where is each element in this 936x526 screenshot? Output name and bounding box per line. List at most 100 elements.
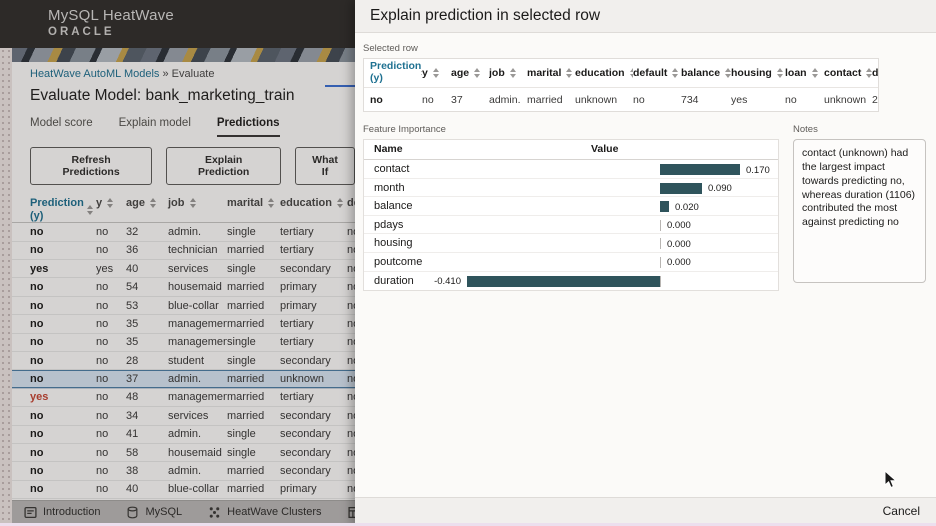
axis-tick: [660, 256, 661, 268]
oracle-logo: ORACLE: [48, 26, 115, 38]
table-row[interactable]: no no 38 admin. married secondary no: [12, 462, 355, 481]
sort-icon[interactable]: [87, 204, 93, 215]
taskbar-item-introduction[interactable]: Introduction: [24, 506, 100, 519]
table-cell: 58: [126, 446, 139, 459]
sort-icon[interactable]: [725, 68, 731, 78]
table-cell: yes: [96, 262, 114, 275]
explain-prediction-panel: Explain prediction in selected row Selec…: [355, 0, 936, 526]
taskbar-item-mysql[interactable]: MySQL: [126, 506, 182, 519]
sort-icon[interactable]: [107, 198, 114, 208]
table-cell: no: [30, 409, 44, 422]
table-cell: 40: [126, 262, 139, 275]
column-header: Prediction (y): [12, 195, 96, 222]
table-cell: no: [370, 93, 383, 106]
explain-prediction-button[interactable]: Explain Prediction: [166, 147, 282, 185]
sort-icon[interactable]: [474, 68, 481, 78]
table-row[interactable]: no no 54 housemaid married primary no: [12, 278, 355, 297]
table-row[interactable]: no no 37 admin. married unknown no: [12, 370, 355, 389]
table-cell: student: [168, 354, 205, 367]
notes-textarea[interactable]: contact (unknown) had the largest impact…: [793, 139, 926, 283]
table-row[interactable]: no no 34 services married secondary no: [12, 407, 355, 426]
table-cell: no: [347, 428, 355, 441]
breadcrumb-separator: »: [162, 68, 169, 80]
tab-explain-model[interactable]: Explain model: [118, 117, 191, 129]
taskbar-item-workspaces[interactable]: Workspaces: [347, 506, 355, 519]
table-cell: no: [96, 428, 109, 441]
feature-value-label: 0.000: [667, 257, 691, 269]
table-row[interactable]: yes yes 40 services single secondary no: [12, 260, 355, 279]
table-cell: married: [227, 317, 265, 330]
table-cell: no: [30, 281, 44, 294]
breadcrumb-link[interactable]: HeatWave AutoML Models: [30, 68, 160, 80]
feature-importance-row: contact 0.170: [364, 160, 778, 179]
taskbar-item-heatwave-clusters[interactable]: HeatWave Clusters: [208, 506, 322, 519]
sort-icon[interactable]: [566, 68, 573, 78]
decorative-banner: [12, 48, 355, 62]
table-cell: no: [347, 483, 355, 496]
column-header-label: contact: [824, 67, 862, 79]
table-row[interactable]: no no 40 blue-collar married primary no: [12, 481, 355, 500]
cancel-button[interactable]: Cancel: [882, 503, 920, 518]
table-cell: services: [168, 262, 209, 275]
fi-value-column-header: Value: [591, 143, 619, 155]
table-cell: unknown: [575, 93, 618, 106]
sort-icon[interactable]: [672, 68, 679, 78]
column-header: day: [872, 67, 879, 79]
notes-section: Notes contact (unknown) had the largest …: [793, 124, 926, 291]
sort-icon[interactable]: [776, 68, 783, 78]
tab-predictions[interactable]: Predictions: [216, 117, 280, 137]
sort-icon[interactable]: [629, 68, 633, 78]
table-row[interactable]: no no 58 housemaid single secondary no: [12, 444, 355, 463]
column-header: contact: [824, 67, 872, 79]
table-cell: housemaid: [168, 281, 222, 294]
table-cell: no: [347, 354, 355, 367]
table-cell: no: [30, 354, 44, 367]
column-header-label: day: [872, 67, 879, 79]
feature-importance-row: month 0.090: [364, 179, 778, 198]
what-if-button[interactable]: What If: [295, 147, 355, 185]
sort-icon[interactable]: [336, 198, 343, 208]
table-cell: primary: [280, 483, 317, 496]
column-header: default: [633, 67, 681, 79]
table-row[interactable]: no no 41 admin. single secondary no: [12, 426, 355, 444]
column-header: Prediction (y): [364, 61, 422, 84]
column-header-label: Prediction (y): [30, 197, 84, 222]
sort-icon[interactable]: [509, 68, 516, 78]
sort-icon[interactable]: [432, 68, 439, 78]
table-cell: admin.: [168, 428, 202, 441]
table-cell: no: [96, 281, 109, 294]
table-cell: 35: [126, 336, 139, 349]
table-cell: 2: [872, 93, 878, 106]
sort-icon[interactable]: [866, 68, 872, 78]
table-cell: no: [96, 483, 109, 496]
table-cell: 41: [126, 428, 139, 441]
table-cell: no: [347, 299, 355, 312]
table-row[interactable]: no no 32 admin. single tertiary no: [12, 223, 355, 242]
sort-icon[interactable]: [268, 198, 275, 208]
sort-icon[interactable]: [189, 198, 196, 208]
sort-icon[interactable]: [421, 68, 422, 78]
table-cell: married: [227, 483, 265, 496]
table-row[interactable]: no no 53 blue-collar married primary no: [12, 297, 355, 316]
column-header-label: education: [280, 197, 332, 209]
column-header-label: age: [126, 197, 145, 209]
sort-icon[interactable]: [149, 198, 156, 208]
sort-icon[interactable]: [811, 68, 818, 78]
table-cell: no: [96, 373, 109, 386]
table-cell: management: [168, 317, 227, 330]
horizontal-scrollbar-thumb[interactable]: [325, 85, 355, 87]
table-row[interactable]: no no 36 technician married tertiary no: [12, 242, 355, 261]
table-cell: no: [96, 391, 109, 404]
tab-model-score[interactable]: Model score: [30, 117, 93, 129]
table-row[interactable]: no no 28 student single secondary no: [12, 352, 355, 371]
feature-name: contact: [374, 163, 410, 175]
table-cell: no: [96, 409, 109, 422]
page-bottom-edge: [0, 523, 936, 526]
table-cell: 34: [126, 409, 139, 422]
column-header-label: housing: [731, 67, 772, 79]
refresh-predictions-button[interactable]: Refresh Predictions: [30, 147, 153, 185]
bottom-taskbar: Introduction MySQL HeatWave Clusters Worksp…: [12, 500, 355, 523]
